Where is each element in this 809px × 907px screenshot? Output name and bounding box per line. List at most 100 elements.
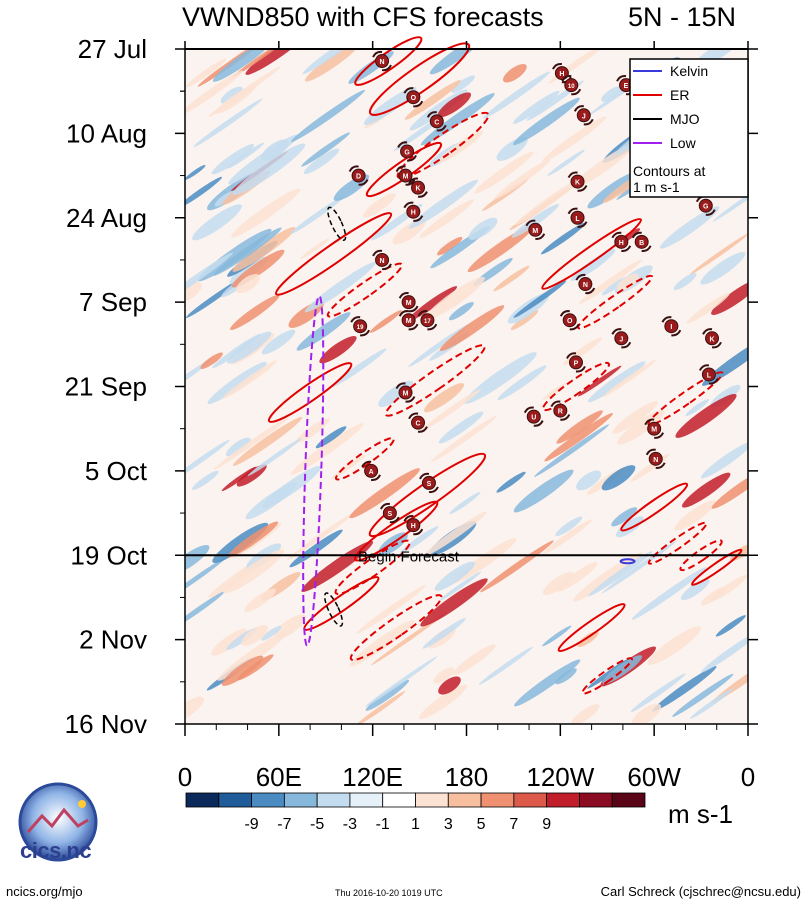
storm-swirl (573, 105, 594, 126)
anomaly-streak (578, 259, 643, 305)
y-tick-label: 27 Jul (78, 34, 147, 64)
anomaly-streak (355, 691, 406, 724)
storm-swirl (611, 328, 632, 349)
anomaly-streak (408, 324, 470, 368)
storm-circle (375, 54, 390, 69)
storm-circle (364, 463, 379, 478)
anomaly-streak (244, 588, 276, 612)
colorbar-label: 9 (542, 816, 551, 833)
storm-circle (375, 252, 390, 267)
anomaly-streak (577, 631, 599, 648)
x-tick-label: 60E (256, 762, 302, 792)
colorbar-unit: m s-1 (668, 799, 733, 829)
storm-swirl (631, 231, 652, 252)
er-contour (267, 362, 353, 423)
anomaly-streak (483, 71, 550, 119)
anomaly-streak (503, 64, 527, 83)
anomaly-streak (302, 49, 371, 75)
anomaly-streak (514, 659, 581, 707)
anomaly-streak (212, 49, 275, 82)
x-tick-label: 60W (627, 762, 681, 792)
storm-label: K (415, 186, 420, 193)
storm-swirl (417, 310, 438, 331)
footer-timestamp: Thu 2016-10-20 1019 UTC (335, 888, 443, 898)
storm-swirl (550, 400, 571, 421)
storm-marker: R (550, 400, 571, 421)
anomaly-streak (675, 393, 737, 438)
storm-swirl (397, 141, 417, 162)
storm-label: S (427, 481, 432, 488)
storm-label: N (380, 59, 385, 66)
storm-circle (553, 403, 568, 418)
storm-circle (664, 319, 679, 334)
anomaly-shading (185, 49, 748, 724)
storm-circle (411, 180, 426, 195)
storm-marker: M (525, 219, 546, 240)
anomaly-streak (437, 92, 472, 118)
storm-marker: S (419, 472, 439, 494)
anomaly-streak (274, 614, 306, 639)
anomaly-streak (185, 557, 226, 602)
storm-circle (576, 108, 591, 123)
colorbar-swatch (251, 792, 285, 808)
storm-circle (578, 277, 593, 292)
anomaly-streak (601, 540, 677, 594)
anomaly-streak (423, 383, 465, 413)
anomaly-streak (711, 278, 748, 315)
storm-circle (698, 198, 713, 213)
anomaly-streak (601, 86, 622, 102)
anomaly-streak (534, 424, 610, 477)
anomaly-streak (700, 252, 746, 285)
anomaly-streak (701, 631, 748, 673)
anomaly-streak (631, 567, 707, 620)
anomaly-streak (555, 668, 577, 685)
colorbar-swatch (513, 792, 548, 808)
anomaly-streak (681, 472, 731, 508)
storm-marker: O (403, 87, 424, 108)
kelvin-contour (619, 558, 636, 565)
storm-swirl (350, 316, 371, 337)
storm-swirl (361, 460, 381, 482)
anomaly-streak (301, 132, 350, 167)
storm-swirl (567, 171, 588, 192)
storm-marker: G (397, 141, 417, 162)
anomaly-streak (185, 591, 225, 629)
er-contour (647, 371, 724, 426)
anomaly-streak (711, 468, 748, 509)
anomaly-streak (686, 292, 730, 324)
anomaly-streak (349, 468, 420, 519)
anomaly-streak (404, 80, 461, 120)
storm-marker: 17 (417, 310, 438, 331)
anomaly-streak (420, 578, 488, 627)
anomaly-streak (433, 667, 455, 684)
anomaly-streak (672, 673, 734, 717)
anomaly-streak (685, 399, 710, 417)
storm-marker: M (395, 382, 416, 403)
colorbar-swatch (447, 792, 482, 808)
y-tick-label: 10 Aug (66, 118, 147, 148)
colorbar-label: -5 (310, 816, 324, 833)
colorbar-label: -3 (343, 816, 357, 833)
er-contour (368, 42, 471, 116)
er-contour (557, 603, 626, 653)
storm-swirl (426, 111, 447, 132)
anomaly-streak (231, 188, 301, 238)
anomaly-streak (185, 252, 233, 305)
storm-marker: N (645, 448, 666, 469)
storm-marker: D (348, 165, 369, 186)
legend-note: Contours at (633, 163, 705, 179)
anomaly-streak (212, 522, 269, 563)
storm-label: G (703, 204, 709, 211)
storm-circle (411, 415, 426, 430)
anomaly-streak (211, 143, 255, 175)
anomaly-streak (673, 273, 697, 290)
anomaly-streak (602, 655, 643, 685)
anomaly-streak (185, 176, 223, 209)
anomaly-streak (434, 561, 475, 591)
anomaly-streak (448, 302, 474, 321)
anomaly-streak (245, 49, 313, 75)
anomaly-streak (247, 438, 302, 476)
footer-url[interactable]: ncics.org/mjo (6, 884, 83, 899)
storm-circle (564, 78, 579, 93)
colorbar-swatch (316, 792, 351, 808)
